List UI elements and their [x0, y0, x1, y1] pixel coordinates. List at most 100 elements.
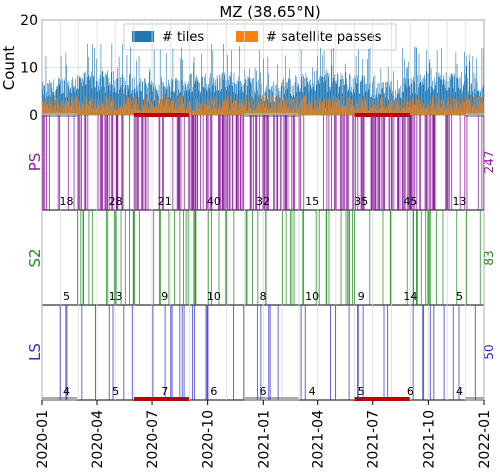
tiles-bar [190, 92, 192, 115]
panel-total-s2: 83 [482, 250, 496, 265]
tiles-bar [154, 100, 156, 115]
passes-bar [321, 109, 322, 115]
passes-bar [390, 100, 392, 115]
passes-bar [144, 97, 145, 115]
passes-bar [152, 97, 154, 115]
tiles-bar [68, 81, 70, 115]
passes-bar [468, 100, 469, 115]
tiles-bar [314, 71, 315, 115]
tiles-bar [354, 76, 356, 115]
tiles-bar [289, 68, 290, 115]
tiles-bar [289, 79, 291, 115]
passes-bar [196, 100, 198, 115]
tiles-bar [295, 75, 296, 115]
passes-bar [378, 110, 379, 115]
passes-bar [109, 100, 110, 115]
tiles-bar [285, 55, 286, 115]
tiles-bar [411, 83, 413, 115]
tiles-bar [120, 76, 121, 115]
tiles-bar [370, 97, 372, 115]
tiles-bar [201, 77, 203, 115]
passes-bar [162, 98, 163, 115]
passes-bar [185, 108, 186, 115]
tiles-bar [230, 76, 231, 115]
tiles-bar [131, 90, 133, 115]
tiles-bar [438, 72, 440, 115]
tiles-bar [325, 80, 327, 115]
tiles-bar [482, 88, 483, 115]
passes-bar [172, 98, 174, 115]
passes-bar [318, 97, 320, 115]
passes-bar [410, 99, 411, 115]
passes-bar [357, 103, 358, 115]
passes-bar [419, 103, 421, 115]
passes-bar [320, 103, 322, 115]
passes-bar [249, 101, 250, 115]
passes-bar [152, 106, 153, 115]
tiles-bar [196, 75, 197, 115]
tiles-bar [253, 99, 255, 115]
passes-bar [113, 100, 114, 115]
passes-bar [421, 107, 422, 115]
tiles-bar [110, 72, 112, 115]
tiles-bar [456, 64, 458, 115]
tiles-bar [87, 43, 88, 115]
passes-bar [428, 104, 429, 115]
tiles-bar [335, 80, 337, 115]
tiles-bar [216, 90, 217, 115]
passes-bar [213, 100, 214, 115]
passes-bar [291, 110, 293, 115]
passes-bar [456, 101, 458, 115]
passes-bar [168, 98, 169, 115]
passes-bar [308, 106, 310, 115]
tiles-bar [317, 55, 318, 115]
passes-bar [247, 110, 249, 115]
passes-bar [384, 106, 386, 115]
passes-bar [404, 99, 405, 115]
passes-bar [406, 102, 407, 115]
passes-bar [294, 110, 296, 115]
passes-bar [433, 110, 435, 115]
passes-bar [396, 103, 397, 115]
tiles-bar [202, 76, 203, 115]
passes-bar [204, 101, 206, 115]
tiles-bar [50, 83, 52, 115]
tiles-bar [80, 78, 81, 115]
passes-bar [165, 99, 167, 115]
passes-bar [371, 98, 373, 115]
passes-bar [332, 100, 333, 115]
passes-bar [105, 95, 107, 115]
passes-bar [446, 101, 448, 115]
tiles-bar [198, 90, 200, 115]
tiles-bar [468, 61, 470, 115]
tiles-bar [152, 91, 153, 115]
tiles-bar [92, 43, 93, 115]
tiles-bar [216, 75, 218, 115]
passes-bar [64, 100, 66, 115]
passes-bar [369, 101, 370, 115]
tiles-bar [188, 81, 189, 115]
passes-bar [459, 105, 460, 115]
tiles-bar [200, 91, 202, 115]
legend-label-passes: # satellite passes [266, 30, 382, 45]
passes-bar [242, 105, 243, 115]
tiles-bar [119, 89, 120, 115]
passes-bar [465, 95, 467, 115]
passes-bar [115, 109, 117, 115]
passes-bar [128, 98, 130, 115]
passes-bar [153, 106, 155, 115]
tiles-bar [93, 76, 94, 115]
tiles-bar [361, 75, 363, 115]
passes-bar [187, 101, 189, 115]
tiles-bar [475, 93, 477, 115]
passes-bar [244, 101, 246, 115]
passes-bar [171, 100, 172, 115]
tiles-bar [370, 97, 371, 115]
passes-bar [366, 96, 368, 115]
passes-bar [413, 103, 415, 115]
tiles-bar [415, 47, 417, 115]
passes-bar [323, 96, 324, 115]
tiles-bar [205, 83, 207, 115]
passes-bar [466, 99, 468, 115]
tiles-bar [133, 97, 134, 115]
